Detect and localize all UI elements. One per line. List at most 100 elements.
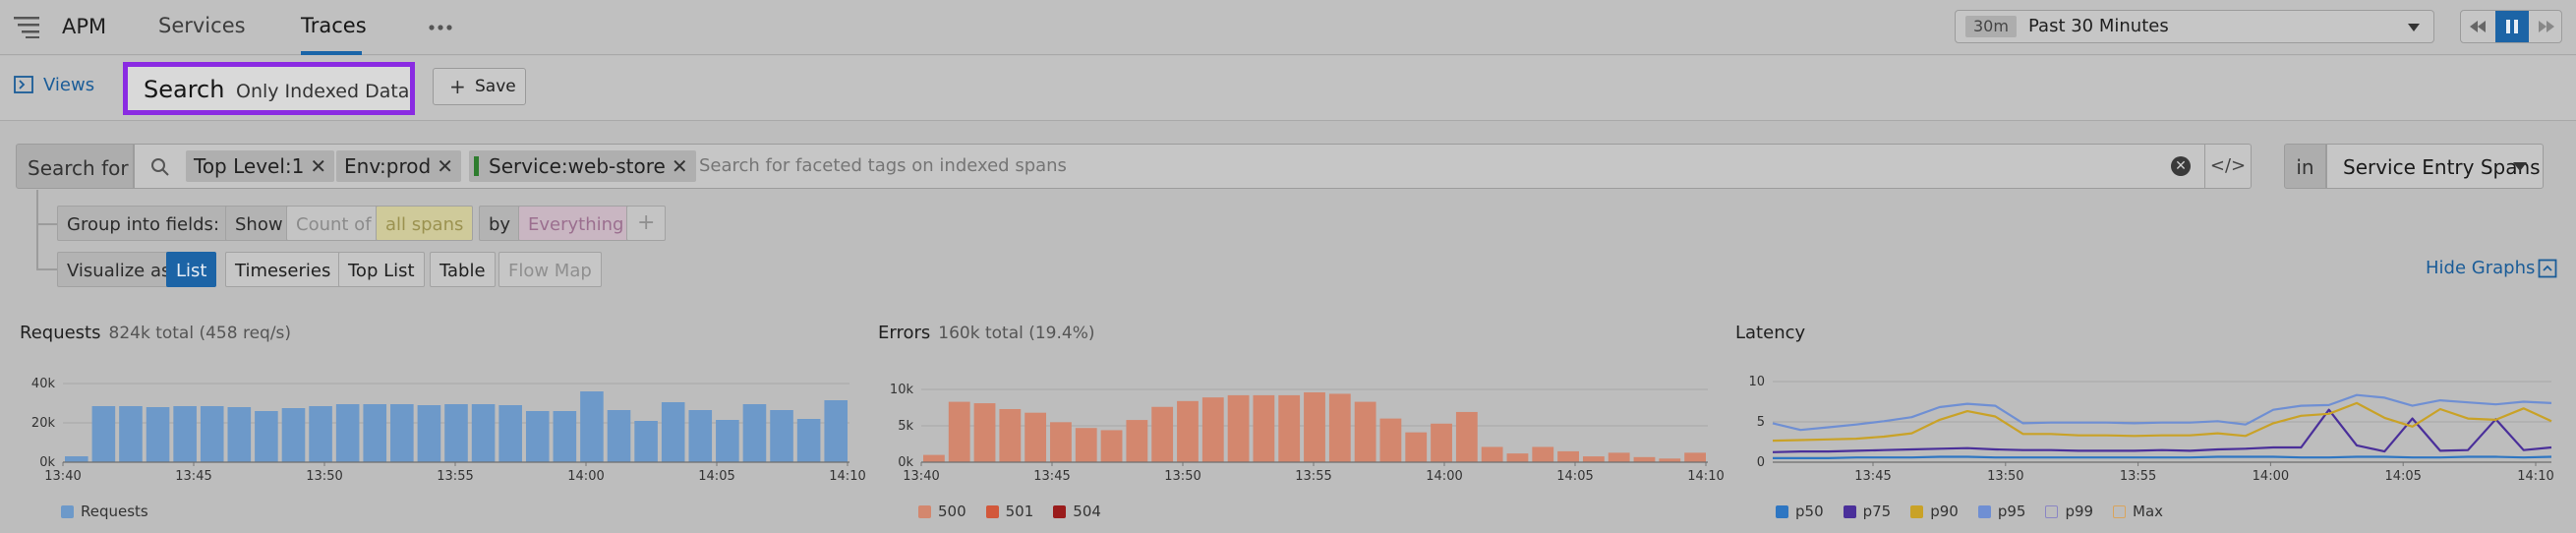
legend-item[interactable]: 500: [918, 503, 966, 520]
viz-option-flow-map[interactable]: Flow Map: [498, 252, 602, 287]
clear-query-icon[interactable]: ✕: [2171, 156, 2191, 176]
bar[interactable]: [1100, 430, 1123, 462]
tab-traces[interactable]: Traces: [301, 14, 367, 37]
series-line-p95[interactable]: [1772, 393, 2552, 432]
bar[interactable]: [607, 410, 631, 462]
viz-option-list[interactable]: List: [166, 252, 217, 287]
query-input[interactable]: Top Level:1 ✕ Env:prod ✕ Service:web-store…: [134, 144, 2205, 189]
viz-option-table[interactable]: Table: [430, 252, 496, 287]
pause-icon[interactable]: [2495, 11, 2529, 42]
bar[interactable]: [1659, 458, 1681, 462]
bar[interactable]: [1582, 456, 1605, 462]
bar[interactable]: [1151, 406, 1174, 462]
bar[interactable]: [1684, 452, 1706, 462]
bar[interactable]: [1278, 394, 1301, 462]
search-mode-toggle[interactable]: Search Only Indexed Data: [123, 62, 415, 115]
bar[interactable]: [1304, 391, 1325, 462]
bar[interactable]: [1126, 420, 1148, 462]
bar[interactable]: [553, 411, 577, 462]
close-icon[interactable]: ✕: [437, 154, 453, 178]
bar[interactable]: [91, 406, 116, 462]
bar[interactable]: [580, 391, 604, 462]
bar[interactable]: [1253, 394, 1275, 462]
bar[interactable]: [227, 407, 252, 462]
code-view-icon[interactable]: </>: [2205, 144, 2252, 189]
bar[interactable]: [1354, 401, 1376, 462]
bar[interactable]: [471, 404, 496, 462]
bar[interactable]: [1431, 423, 1452, 462]
bar[interactable]: [1075, 428, 1097, 462]
bar[interactable]: [1506, 453, 1529, 462]
bar[interactable]: [281, 408, 306, 462]
bar[interactable]: [716, 420, 739, 462]
bar[interactable]: [309, 406, 332, 462]
bar[interactable]: [1532, 446, 1554, 462]
time-range-selector[interactable]: 30m Past 30 Minutes: [1955, 10, 2434, 43]
measure-target-select[interactable]: all spans: [376, 206, 474, 241]
fast-forward-icon[interactable]: [2530, 11, 2562, 42]
legend-item[interactable]: p90: [1910, 503, 1959, 520]
legend-item[interactable]: 501: [985, 503, 1033, 520]
query-chip[interactable]: Service:web-store ✕: [469, 150, 696, 182]
bar[interactable]: [1050, 422, 1072, 462]
bar[interactable]: [173, 406, 197, 462]
series-line-p75[interactable]: [1772, 408, 2552, 453]
hamburger-menu-icon[interactable]: [12, 14, 41, 39]
bar[interactable]: [1328, 393, 1351, 462]
bar[interactable]: [770, 410, 793, 462]
bar[interactable]: [1025, 412, 1047, 462]
hide-graphs-link[interactable]: Hide Graphs: [2426, 258, 2536, 278]
ellipsis-icon[interactable]: [427, 18, 454, 37]
bar[interactable]: [444, 404, 468, 462]
bar[interactable]: [65, 456, 88, 462]
views-button[interactable]: Views: [14, 75, 94, 97]
viz-option-timeseries[interactable]: Timeseries: [225, 252, 341, 287]
legend-item[interactable]: 504: [1053, 503, 1101, 520]
query-chip[interactable]: Top Level:1 ✕: [186, 150, 335, 182]
viz-option-top-list[interactable]: Top List: [338, 252, 425, 287]
bar[interactable]: [1633, 456, 1656, 462]
legend-item[interactable]: p75: [1843, 503, 1891, 520]
bar[interactable]: [1455, 411, 1478, 462]
bar[interactable]: [1557, 450, 1579, 462]
close-icon[interactable]: ✕: [310, 154, 327, 178]
bar[interactable]: [923, 454, 945, 462]
bar[interactable]: [973, 403, 996, 462]
bar[interactable]: [688, 410, 713, 462]
bar[interactable]: [999, 408, 1022, 462]
bar[interactable]: [661, 402, 685, 462]
bar[interactable]: [948, 401, 970, 462]
bar[interactable]: [742, 404, 767, 462]
bar[interactable]: [255, 411, 278, 462]
legend-item[interactable]: Requests: [61, 503, 148, 520]
series-line-p50[interactable]: [1773, 455, 2552, 460]
bar[interactable]: [824, 400, 848, 462]
bar[interactable]: [119, 406, 143, 462]
bar[interactable]: [1608, 452, 1630, 462]
group-by-select[interactable]: Everything: [518, 206, 634, 241]
bar[interactable]: [363, 404, 387, 462]
bar[interactable]: [498, 405, 522, 462]
bar[interactable]: [1405, 432, 1428, 462]
legend-item[interactable]: p50: [1776, 503, 1824, 520]
bar[interactable]: [1481, 446, 1503, 462]
bar[interactable]: [390, 404, 414, 462]
app-title[interactable]: APM: [62, 15, 107, 38]
measure-select[interactable]: Count of: [286, 206, 381, 241]
bar[interactable]: [1379, 418, 1402, 462]
series-line-p90[interactable]: [1772, 401, 2552, 443]
bar[interactable]: [1177, 400, 1199, 462]
close-icon[interactable]: ✕: [671, 154, 688, 178]
bar[interactable]: [796, 419, 821, 462]
bar[interactable]: [417, 405, 441, 462]
add-group-button[interactable]: +: [626, 206, 667, 241]
bar[interactable]: [146, 407, 170, 462]
legend-item[interactable]: Max: [2113, 503, 2163, 520]
span-type-select[interactable]: Service Entry Spans: [2326, 144, 2544, 189]
rewind-icon[interactable]: [2461, 11, 2494, 42]
bar[interactable]: [525, 411, 550, 462]
bar[interactable]: [335, 404, 360, 462]
bar[interactable]: [1201, 397, 1224, 462]
collapse-graphs-icon[interactable]: [2538, 259, 2557, 278]
tab-services[interactable]: Services: [158, 14, 246, 37]
